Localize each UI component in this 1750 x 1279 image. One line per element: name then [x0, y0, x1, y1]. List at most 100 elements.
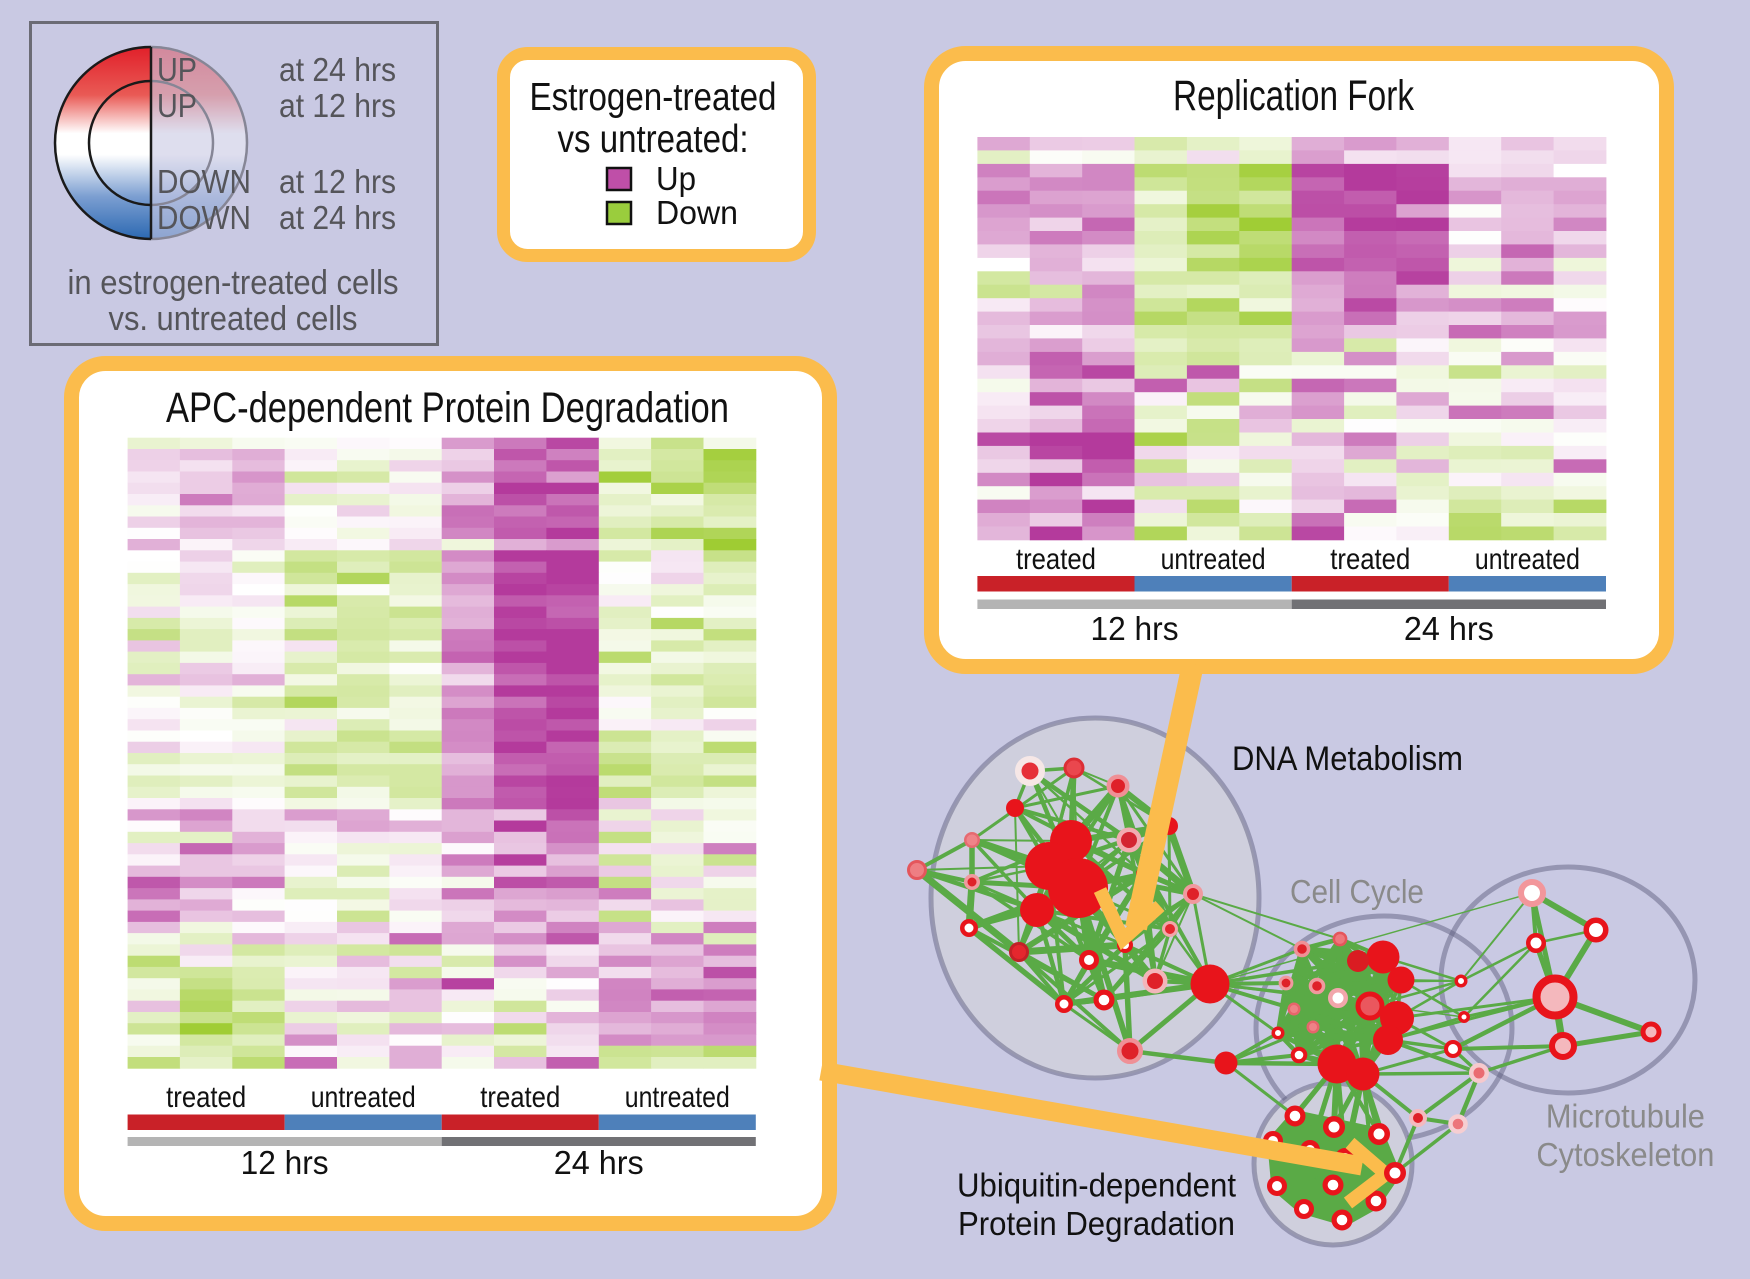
heatmap-cell: [1553, 378, 1607, 393]
heatmap-cell: [1291, 311, 1345, 326]
heatmap-cell: [546, 899, 600, 912]
heatmap-cell: [703, 572, 757, 585]
heatmap-cell: [127, 584, 181, 596]
network-edge: [1014, 784, 1119, 810]
heatmap-cell: [1029, 271, 1083, 286]
heatmap-cell: [232, 527, 286, 540]
heatmap-cell: [598, 629, 652, 641]
heatmap-cell: [389, 707, 443, 720]
heatmap-cell: [127, 606, 181, 619]
heatmap-cell: [284, 494, 338, 506]
heatmap-cell: [441, 516, 495, 529]
heatmap-cell: [546, 482, 600, 495]
heatmap-cell: [389, 921, 443, 934]
heatmap-cell: [1501, 311, 1554, 326]
heatmap-cell: [703, 505, 757, 517]
heatmap-cell: [127, 966, 181, 979]
hour-label-apc-0: 12 hrs: [241, 1144, 329, 1181]
heatmap-cell: [127, 933, 181, 945]
heatmap-panels: APC-dependent Protein Degradation treate…: [64, 46, 1674, 1231]
heatmap-cell: [389, 775, 443, 788]
heatmap-cell: [179, 843, 233, 855]
heatmap-cell: [977, 257, 1031, 272]
heatmap-cell: [546, 1034, 600, 1047]
heatmap-cell: [703, 786, 757, 799]
network-edge: [1463, 942, 1537, 1018]
heatmap-cell: [284, 516, 338, 529]
heatmap-cell: [284, 629, 338, 641]
heatmap-cell: [703, 843, 757, 855]
heatmap-cell: [337, 449, 390, 461]
direction-label-0: UP: [157, 51, 197, 88]
heatmap-cell: [179, 764, 233, 776]
heatmap-cell: [1501, 338, 1554, 353]
heatmap-cell: [546, 809, 600, 821]
heatmap-cell: [546, 617, 600, 630]
heatmap-cell: [337, 730, 390, 743]
heatmap-cell: [337, 798, 390, 810]
heatmap-cell: [1239, 392, 1293, 406]
direction-label-3: DOWN: [157, 199, 251, 236]
heatmap-cell: [232, 550, 286, 562]
heatmap-cell: [232, 899, 286, 912]
heatmap-cell: [1448, 445, 1502, 460]
heatmap-cell: [284, 437, 338, 450]
network-node-m6: [1640, 1021, 1662, 1043]
heatmap-cell: [1082, 351, 1135, 366]
heatmap-cell: [284, 910, 338, 923]
heatmap-cell: [703, 437, 757, 450]
heatmap-cell: [232, 876, 286, 889]
heatmap-cell: [1239, 445, 1293, 460]
heatmap-cell: [337, 955, 390, 968]
heatmap-cell: [389, 696, 443, 709]
heatmap-cell: [441, 696, 495, 709]
heatmap-cell: [494, 674, 547, 686]
heatmap-cell: [1344, 499, 1397, 514]
ubiquitin-label-2: Protein Degradation: [958, 1205, 1235, 1242]
heatmap-cell: [1553, 271, 1607, 286]
heatmap-cell: [703, 629, 757, 641]
heatmap-cell: [284, 843, 338, 855]
heatmap-cell: [598, 921, 652, 934]
heatmap-cell: [1186, 311, 1240, 326]
heatmap-cell: [1239, 459, 1293, 474]
heatmap-cell: [284, 741, 338, 754]
heatmap-cell: [441, 505, 495, 517]
heatmap-cell: [703, 550, 757, 562]
heatmap-cell: [977, 365, 1031, 380]
heatmap-cell: [546, 865, 600, 878]
heatmap-cell: [703, 482, 757, 495]
heatmap-cell: [598, 572, 652, 585]
heatmap-cell: [1082, 432, 1135, 447]
heatmap-cell: [179, 730, 233, 743]
heatmap-cell: [651, 978, 704, 990]
heatmap-cell: [337, 944, 390, 957]
heatmap-cell: [1186, 432, 1240, 447]
heatmap-cell: [389, 674, 443, 686]
heatmap-cell: [1396, 257, 1450, 272]
heatmap-cell: [389, 595, 443, 607]
heatmap-cell: [337, 741, 390, 754]
heatmap-cell: [441, 482, 495, 495]
heatmap-cell: [1291, 392, 1345, 406]
heatmap-cell: [284, 831, 338, 844]
heatmap-cell: [546, 550, 600, 562]
heatmap-cell: [494, 899, 547, 912]
heatmap-cell: [441, 449, 495, 461]
heatmap-cell: [703, 707, 757, 720]
heatmap-cell: [232, 1034, 286, 1047]
heatmap-cell: [441, 1034, 495, 1047]
heatmap-cell: [1082, 231, 1135, 245]
heatmap-cell: [337, 933, 390, 945]
group-label-apc-0: treated: [166, 1081, 246, 1114]
group-label-rep-1: untreated: [1161, 543, 1266, 576]
heatmap-cell: [441, 674, 495, 686]
heatmap-cell: [598, 865, 652, 878]
heatmap-cell: [651, 460, 704, 472]
heatmap-cell: [546, 449, 600, 461]
heatmap-cell: [494, 516, 547, 529]
heatmap-cell: [1553, 499, 1607, 514]
network-edge: [1063, 1002, 1131, 1053]
hour-bar-apc-0: [127, 1137, 442, 1146]
heatmap-cell: [127, 550, 181, 562]
